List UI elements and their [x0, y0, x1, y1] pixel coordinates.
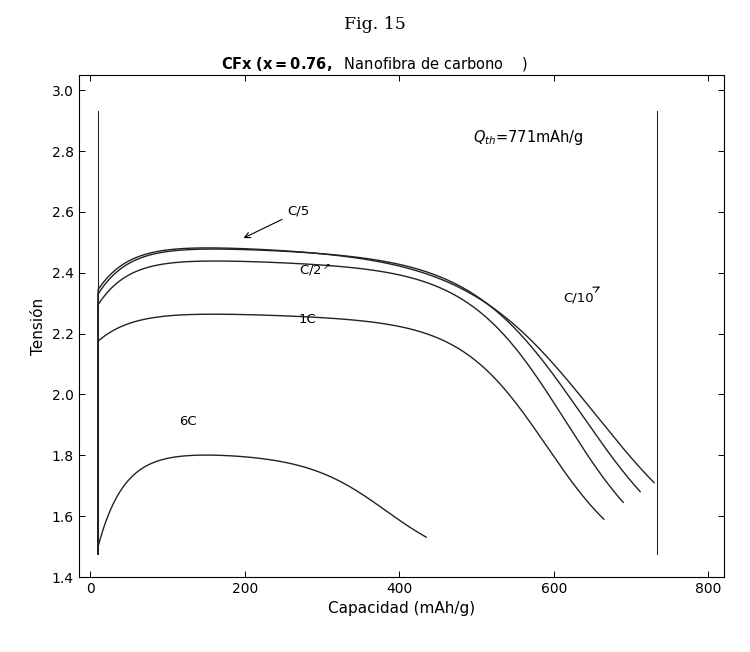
Text: 6C: 6C	[179, 415, 196, 428]
X-axis label: Capacidad (mAh/g): Capacidad (mAh/g)	[328, 601, 475, 616]
Text: Fig. 15: Fig. 15	[344, 16, 406, 33]
Text: C/10: C/10	[563, 287, 599, 304]
Y-axis label: Tensión: Tensión	[32, 297, 46, 355]
Text: 1C: 1C	[299, 313, 316, 326]
Text: $\mathbf{CFx\ (x{=}0.76,}$$\rm{\ \ Nanofibra\ de\ carbono\ \ \ \ )}$: $\mathbf{CFx\ (x{=}0.76,}$$\rm{\ \ Nanof…	[221, 55, 529, 74]
Text: C/2$^{\nearrow}$: C/2$^{\nearrow}$	[299, 262, 331, 278]
Text: $Q_{th}$=771mAh/g: $Q_{th}$=771mAh/g	[472, 128, 584, 147]
Text: C/5: C/5	[244, 205, 310, 237]
